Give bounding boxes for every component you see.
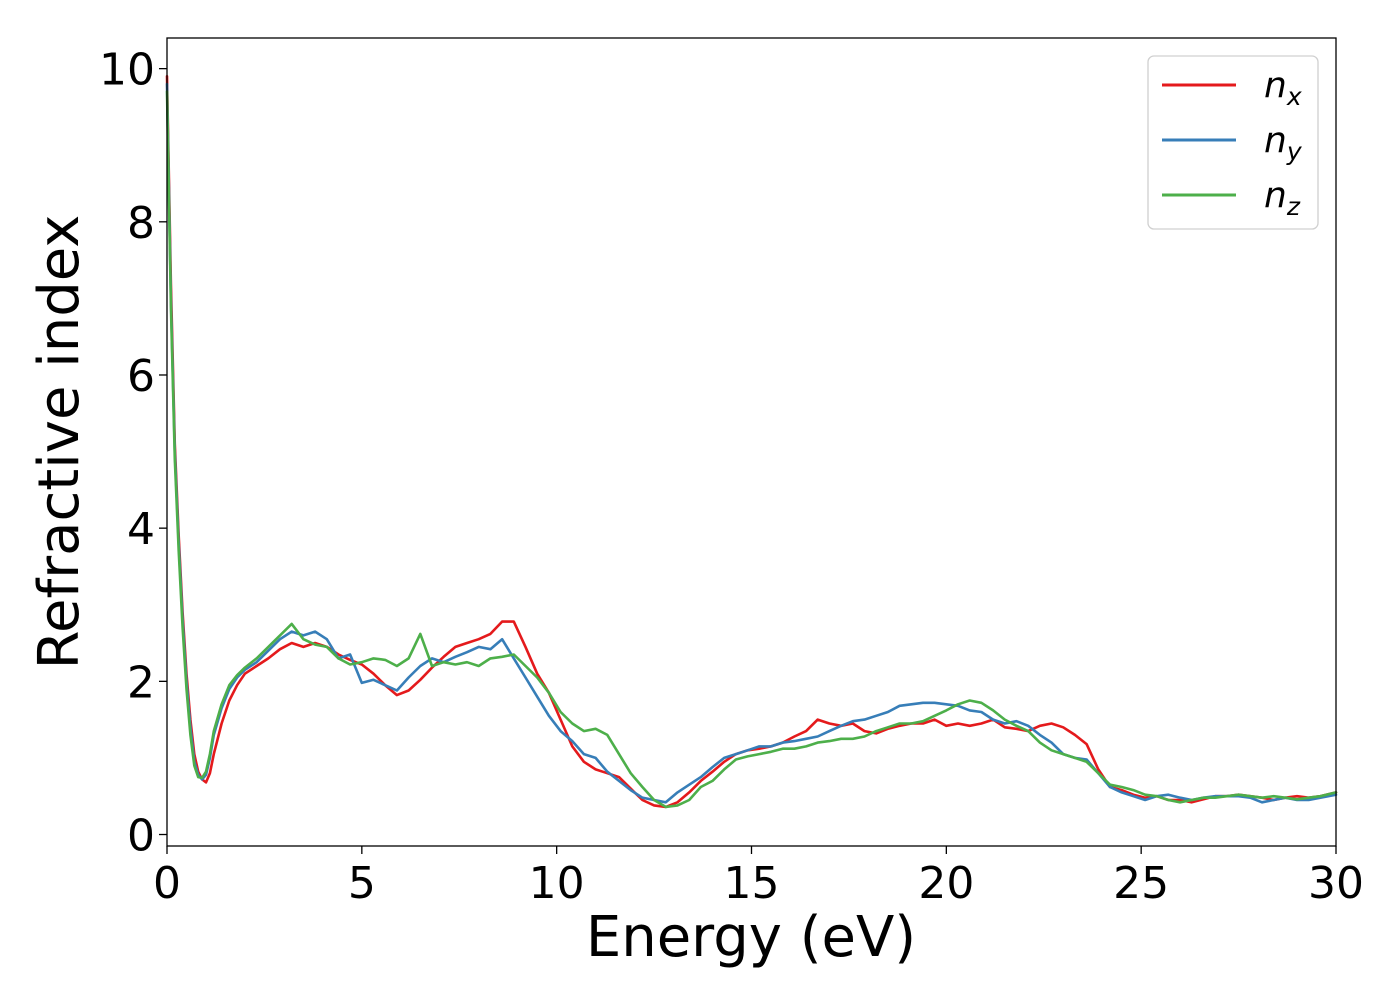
series-line-nz xyxy=(165,90,1338,809)
y-tick-label: 2 xyxy=(127,657,155,708)
legend-subscript: z xyxy=(1286,192,1301,221)
x-tick-label: 10 xyxy=(529,858,585,909)
series-line-ny xyxy=(165,82,1338,804)
legend-subscript: x xyxy=(1286,82,1302,111)
y-axis: 0 2 4 6 8 10 xyxy=(99,45,167,862)
x-tick-label: 20 xyxy=(918,858,974,909)
y-tick-label: 6 xyxy=(127,351,155,402)
x-axis-label: Energy (eV) xyxy=(586,905,916,970)
x-tick-label: 30 xyxy=(1308,858,1364,909)
y-tick-label: 8 xyxy=(127,198,155,249)
y-axis-label: Refractive index xyxy=(27,215,92,670)
x-axis: 0 5 10 15 20 25 30 xyxy=(153,846,1364,909)
y-tick-label: 10 xyxy=(99,45,155,96)
x-tick-label: 0 xyxy=(153,858,181,909)
y-tick-label: 4 xyxy=(127,504,155,555)
series-layer xyxy=(165,75,1338,809)
x-tick-label: 15 xyxy=(724,858,780,909)
x-tick-label: 25 xyxy=(1113,858,1169,909)
y-tick-label: 0 xyxy=(127,811,155,862)
legend-subscript: y xyxy=(1286,137,1303,166)
legend-box xyxy=(1147,55,1319,230)
plot-area xyxy=(167,38,1336,846)
series-line-nx xyxy=(165,75,1338,809)
x-tick-label: 5 xyxy=(348,858,376,909)
